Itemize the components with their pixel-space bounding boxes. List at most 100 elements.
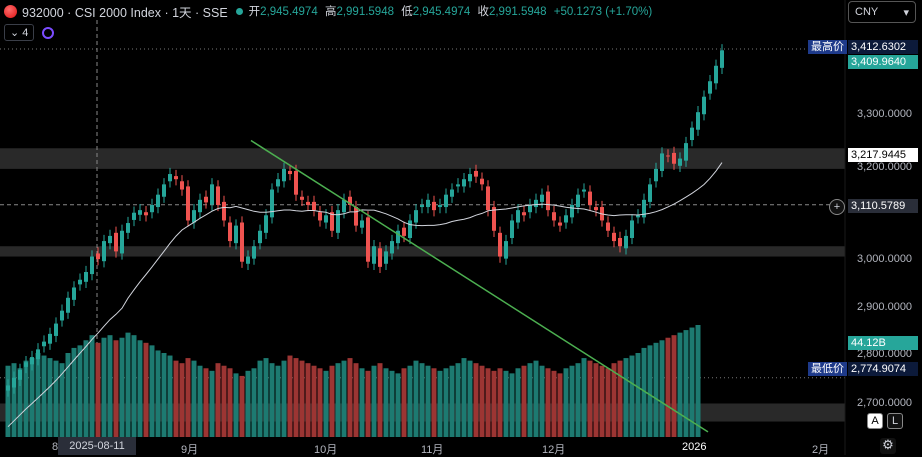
candle-body bbox=[24, 362, 28, 367]
candle-body bbox=[330, 212, 334, 231]
volume-bar bbox=[5, 365, 11, 437]
candle-body bbox=[690, 127, 694, 141]
candle-body bbox=[396, 230, 400, 244]
low-price-tag: 2,774.9074 bbox=[848, 362, 918, 376]
auto-scale-button[interactable]: A bbox=[867, 413, 883, 429]
indicators-toggle-button[interactable]: ⌄ 4 bbox=[4, 24, 35, 41]
low-price-label: 最低价 bbox=[808, 362, 847, 376]
candle-body bbox=[102, 241, 106, 262]
log-scale-button[interactable]: L bbox=[887, 413, 903, 429]
volume-bar bbox=[539, 365, 545, 437]
volume-bar bbox=[239, 375, 245, 437]
y-tick: 2,900.0000 bbox=[857, 301, 913, 313]
volume-bar bbox=[593, 363, 599, 437]
volume-bar bbox=[107, 335, 113, 437]
symbol-title[interactable]: 932000 · CSI 2000 Index · 1天 · SSE bbox=[22, 5, 228, 20]
volume-bar bbox=[557, 373, 563, 437]
volume-bar bbox=[41, 355, 47, 437]
volume-bar bbox=[575, 363, 581, 437]
volume-bar bbox=[635, 353, 641, 437]
volume-bar bbox=[317, 368, 323, 437]
candle-body bbox=[588, 191, 592, 205]
volume-bar bbox=[257, 360, 263, 437]
volume-bar bbox=[527, 363, 533, 437]
volume-bar bbox=[335, 363, 341, 437]
volume-bar bbox=[371, 365, 377, 437]
volume-bar bbox=[653, 342, 659, 437]
currency-select[interactable]: CNY ▾ bbox=[848, 1, 916, 23]
candle-body bbox=[180, 181, 184, 190]
candle-body bbox=[114, 232, 118, 252]
candle-body bbox=[252, 246, 256, 259]
volume-bar bbox=[101, 337, 107, 437]
volume-bar bbox=[293, 358, 299, 437]
volume-bar bbox=[431, 368, 437, 437]
candle-body bbox=[678, 158, 682, 166]
low-value: 2,945.4974 bbox=[412, 6, 471, 18]
candle-body bbox=[228, 222, 232, 242]
volume-bar bbox=[167, 355, 173, 437]
moving-average-line bbox=[7, 162, 723, 428]
candle-body bbox=[306, 201, 310, 205]
candle-body bbox=[42, 341, 46, 347]
volume-bar bbox=[245, 370, 251, 437]
x-tick: 10月 bbox=[314, 444, 338, 456]
chevron-down-icon: ⌄ bbox=[10, 27, 20, 39]
volume-bar bbox=[623, 358, 629, 437]
candle-body bbox=[150, 204, 154, 213]
volume-bar bbox=[515, 368, 521, 437]
candle-body bbox=[498, 232, 502, 257]
volume-bar bbox=[311, 365, 317, 437]
candle-body bbox=[384, 251, 388, 264]
volume-bar bbox=[503, 370, 509, 437]
volume-bar bbox=[179, 363, 185, 437]
candle-body bbox=[648, 184, 652, 202]
candle-body bbox=[336, 210, 340, 233]
volume-bar bbox=[467, 360, 473, 437]
settings-gear-icon[interactable]: ⚙ bbox=[880, 438, 896, 454]
x-tick: 2月 bbox=[812, 444, 830, 456]
candle-body bbox=[480, 178, 484, 185]
volume-bar bbox=[323, 370, 329, 437]
volume-bar bbox=[287, 355, 293, 437]
candle-body bbox=[234, 225, 238, 244]
candle-body bbox=[534, 199, 538, 208]
candle-body bbox=[390, 241, 394, 254]
candle-body bbox=[246, 256, 250, 264]
candle-body bbox=[156, 194, 160, 208]
volume-bar bbox=[233, 373, 239, 437]
candle-body bbox=[504, 241, 508, 259]
volume-bar bbox=[509, 373, 515, 437]
candle-body bbox=[288, 170, 292, 175]
y-tick: 2,700.0000 bbox=[857, 397, 913, 409]
candle-body bbox=[654, 168, 658, 182]
volume-bar bbox=[689, 327, 695, 437]
volume-bar bbox=[359, 368, 365, 437]
volume-bar bbox=[89, 335, 95, 437]
candle-body bbox=[60, 310, 64, 321]
candle-body bbox=[696, 112, 700, 130]
volume-bar bbox=[683, 330, 689, 437]
add-alert-plus-icon[interactable]: + bbox=[829, 199, 845, 215]
volume-bar bbox=[263, 358, 269, 437]
candle-body bbox=[522, 212, 526, 216]
candle-body bbox=[132, 212, 136, 220]
indicator-count: 4 bbox=[22, 27, 29, 39]
candle-body bbox=[630, 220, 634, 238]
volume-bar bbox=[383, 368, 389, 437]
volume-bar bbox=[35, 353, 41, 437]
candle-body bbox=[174, 176, 178, 180]
candle-body bbox=[120, 230, 124, 254]
chevron-down-icon: ▾ bbox=[903, 6, 909, 19]
candle-body bbox=[558, 222, 562, 226]
candle-body bbox=[48, 333, 52, 344]
candle-body bbox=[240, 222, 244, 262]
legend-header: 932000 · CSI 2000 Index · 1天 · SSE 开2,94… bbox=[4, 3, 656, 20]
candle-body bbox=[342, 199, 346, 213]
indicator-logo-icon[interactable] bbox=[42, 26, 55, 39]
volume-bar bbox=[53, 360, 59, 437]
volume-bar bbox=[485, 368, 491, 437]
volume-bar bbox=[149, 345, 155, 437]
candle-body bbox=[564, 215, 568, 223]
